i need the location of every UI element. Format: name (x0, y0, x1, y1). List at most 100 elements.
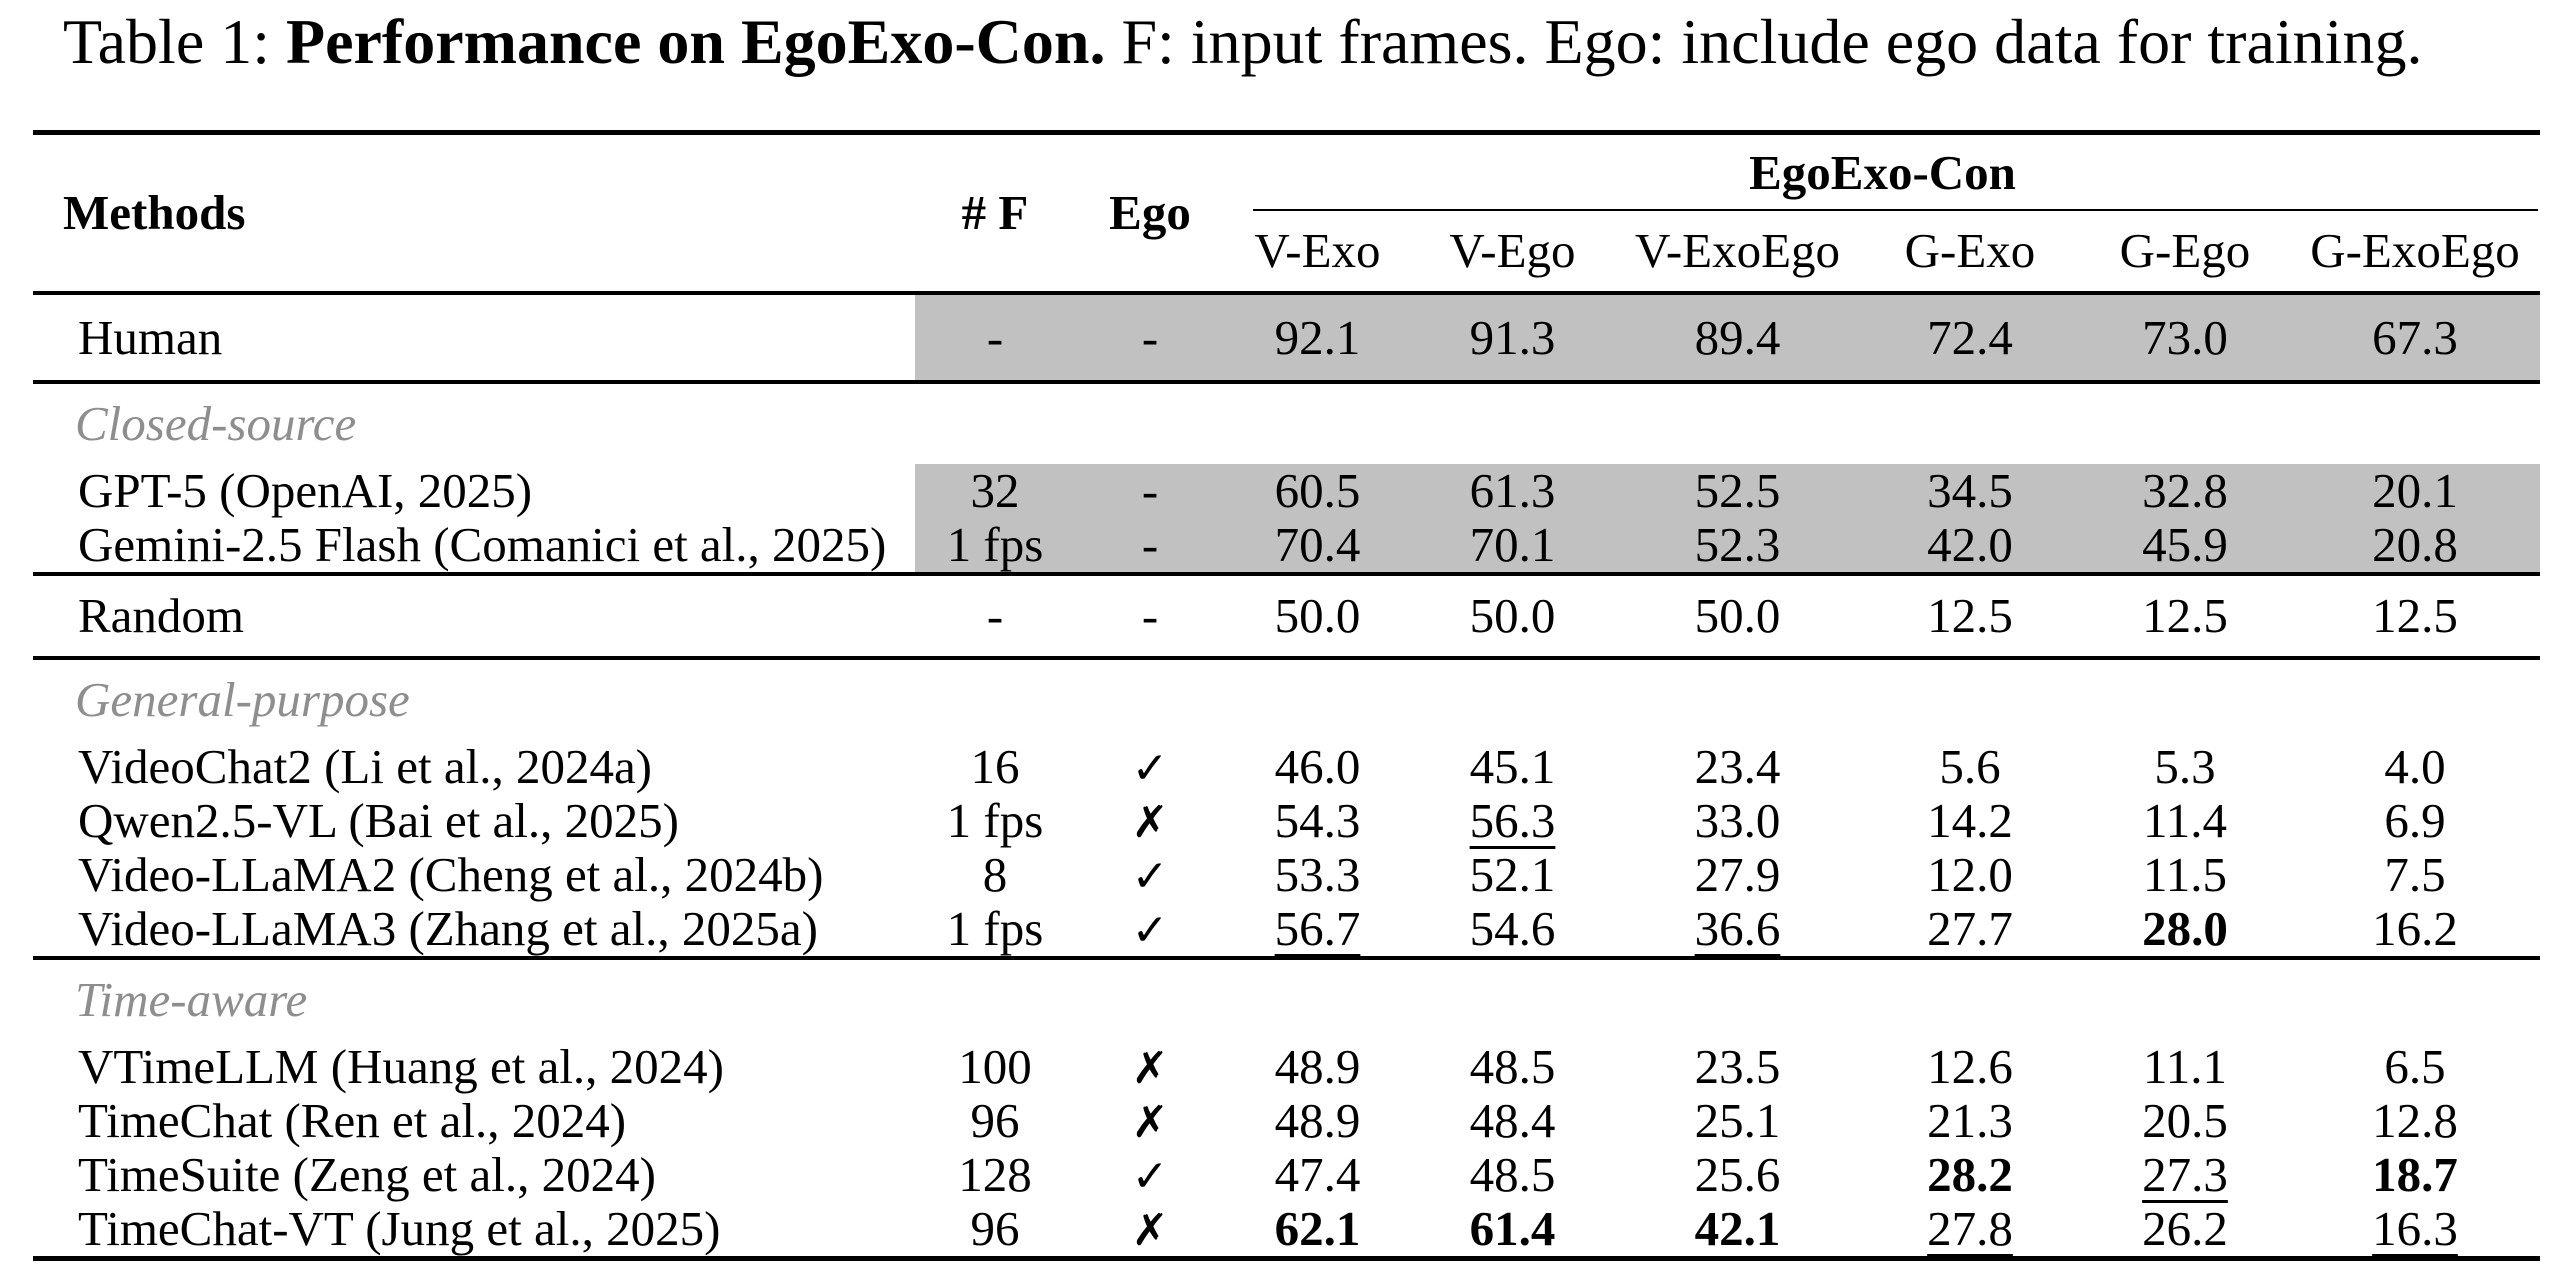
method-cell: Qwen2.5-VL (Bai et al., 2025) (78, 793, 679, 849)
cross-icon: ✗ (1131, 1043, 1169, 1095)
value-cell: 23.4 (1615, 740, 1860, 794)
ego-cell: - (1075, 293, 1225, 382)
value-cell: 50.0 (1410, 574, 1615, 658)
value: 36.6 (1694, 901, 1781, 957)
check-icon: ✓ (1131, 851, 1169, 903)
value: 48.5 (1469, 1147, 1556, 1203)
value: 14.2 (1927, 793, 2013, 849)
ego-cell: - (1075, 574, 1225, 658)
frames-cell: 1 fps (946, 901, 1044, 957)
value-cell: 48.5 (1410, 1040, 1615, 1094)
value: 12.0 (1927, 847, 2013, 903)
value: 42.1 (1694, 1201, 1781, 1257)
frames-cell: - (915, 293, 1075, 382)
value-cell: 50.0 (1225, 574, 1410, 658)
value: 70.1 (1469, 517, 1556, 573)
header-row-subcolumns: V-Exo V-Ego V-ExoEgo G-Exo G-Ego G-ExoEg… (33, 211, 2541, 293)
value-cell: 53.3 (1225, 848, 1410, 902)
value: 7.5 (2384, 847, 2446, 903)
value-cell: 12.5 (1860, 574, 2080, 658)
value: 5.3 (2154, 739, 2216, 795)
value-cell: 28.2 (1860, 1148, 2080, 1202)
value: 25.6 (1694, 1147, 1781, 1203)
value-cell: 12.5 (2290, 574, 2540, 658)
value: 67.3 (2372, 309, 2458, 365)
value: 23.5 (1694, 1039, 1781, 1095)
method-cell: VideoChat2 (Li et al., 2024a) (78, 739, 653, 795)
frames-cell: 96 (970, 1093, 1020, 1149)
table-row: Random - - 50.0 50.0 50.0 12.5 12.5 12.5 (33, 574, 2541, 658)
value-cell: 20.1 (2290, 464, 2541, 518)
value: 27.3 (2142, 1147, 2228, 1203)
value: 12.5 (2372, 588, 2458, 644)
ego-cell: ✗ (1075, 794, 1225, 848)
value-cell: 27.9 (1615, 848, 1860, 902)
check-icon: ✓ (1131, 905, 1169, 957)
method-cell: TimeChat (Ren et al., 2024) (78, 1093, 627, 1149)
value-cell: 27.7 (1860, 902, 2080, 958)
value-cell: 72.4 (1860, 293, 2080, 382)
value-cell: 16.2 (2290, 902, 2540, 958)
value: 47.4 (1274, 1147, 1361, 1203)
header-row-groups: Methods # F Ego EgoExo-Con (33, 133, 2540, 238)
column-group-egoexo-con: EgoExo-Con (1225, 133, 2540, 212)
method-cell: Gemini-2.5 Flash (Comanici et al., 2025) (78, 517, 887, 573)
value: 25.1 (1694, 1093, 1781, 1149)
ego-cell: ✗ (1075, 1040, 1225, 1094)
value-cell: 73.0 (2080, 293, 2290, 382)
ego-cell: ✗ (1075, 1094, 1225, 1148)
value-cell: 25.6 (1615, 1148, 1860, 1202)
value: 45.1 (1469, 739, 1556, 795)
column-header-ego: Ego (1109, 185, 1191, 241)
value-cell: 11.4 (2080, 794, 2290, 848)
value: 34.5 (1927, 463, 2013, 519)
value: 5.6 (1939, 739, 2001, 795)
section-label: Time-aware (75, 972, 308, 1028)
value-cell: 12.0 (1860, 848, 2080, 902)
value: 27.9 (1694, 847, 1781, 903)
value-cell: 48.9 (1225, 1094, 1410, 1148)
value: 48.4 (1469, 1093, 1556, 1149)
table-row: Video-LLaMA3 (Zhang et al., 2025a) 1 fps ✓… (33, 902, 2540, 958)
table-row: Video-LLaMA2 (Cheng et al., 2024b) 8 ✓ 53.3… (33, 848, 2540, 902)
frames-cell: 128 (958, 1147, 1032, 1203)
value-cell: 4.0 (2290, 740, 2540, 794)
frames-cell: 1 fps (915, 518, 1075, 574)
value: 70.4 (1274, 517, 1361, 573)
value-cell: 42.1 (1615, 1202, 1860, 1259)
value: 56.3 (1469, 793, 1556, 849)
value: 48.9 (1274, 1093, 1361, 1149)
cross-icon: ✗ (1131, 1205, 1169, 1257)
value: 18.7 (2372, 1147, 2458, 1203)
value: 92.1 (1274, 309, 1361, 365)
value: 12.6 (1927, 1039, 2013, 1095)
value: 52.5 (1694, 463, 1781, 519)
value-cell: 7.5 (2290, 848, 2540, 902)
value-cell: 16.3 (2290, 1202, 2540, 1259)
ego-cell: - (1075, 518, 1225, 574)
value: 32.8 (2142, 463, 2228, 519)
value: 26.2 (2142, 1201, 2228, 1257)
results-table: Methods # F Ego EgoExo-Con V-Exo V-Ego V… (33, 130, 2541, 1261)
value-cell: 70.1 (1410, 518, 1615, 574)
caption-description: F: input frames. Ego: include ego data f… (1105, 6, 2423, 77)
value-cell: 5.6 (1860, 740, 2080, 794)
ego-dash: - (1141, 309, 1159, 365)
section-row: Closed-source (33, 382, 2541, 464)
value-cell: 61.3 (1410, 464, 1615, 518)
value-cell: 27.3 (2080, 1148, 2290, 1202)
value: 20.8 (2372, 517, 2458, 573)
value-cell: 23.5 (1615, 1040, 1860, 1094)
value: 16.2 (2372, 901, 2458, 957)
column-header-g-exo: G-Exo (1904, 223, 2036, 279)
value-cell: 12.5 (2080, 574, 2290, 658)
table-header: Methods # F Ego EgoExo-Con V-Exo V-Ego V… (33, 133, 2541, 293)
method-cell: Video-LLaMA2 (Cheng et al., 2024b) (78, 847, 824, 903)
value-cell: 54.3 (1225, 794, 1410, 848)
ego-cell: - (1075, 464, 1225, 518)
value-cell: 52.3 (1615, 518, 1860, 574)
value: 56.7 (1274, 901, 1361, 957)
value-cell: 50.0 (1615, 574, 1860, 658)
value-cell: 67.3 (2290, 293, 2541, 382)
value-cell: 36.6 (1615, 902, 1860, 958)
